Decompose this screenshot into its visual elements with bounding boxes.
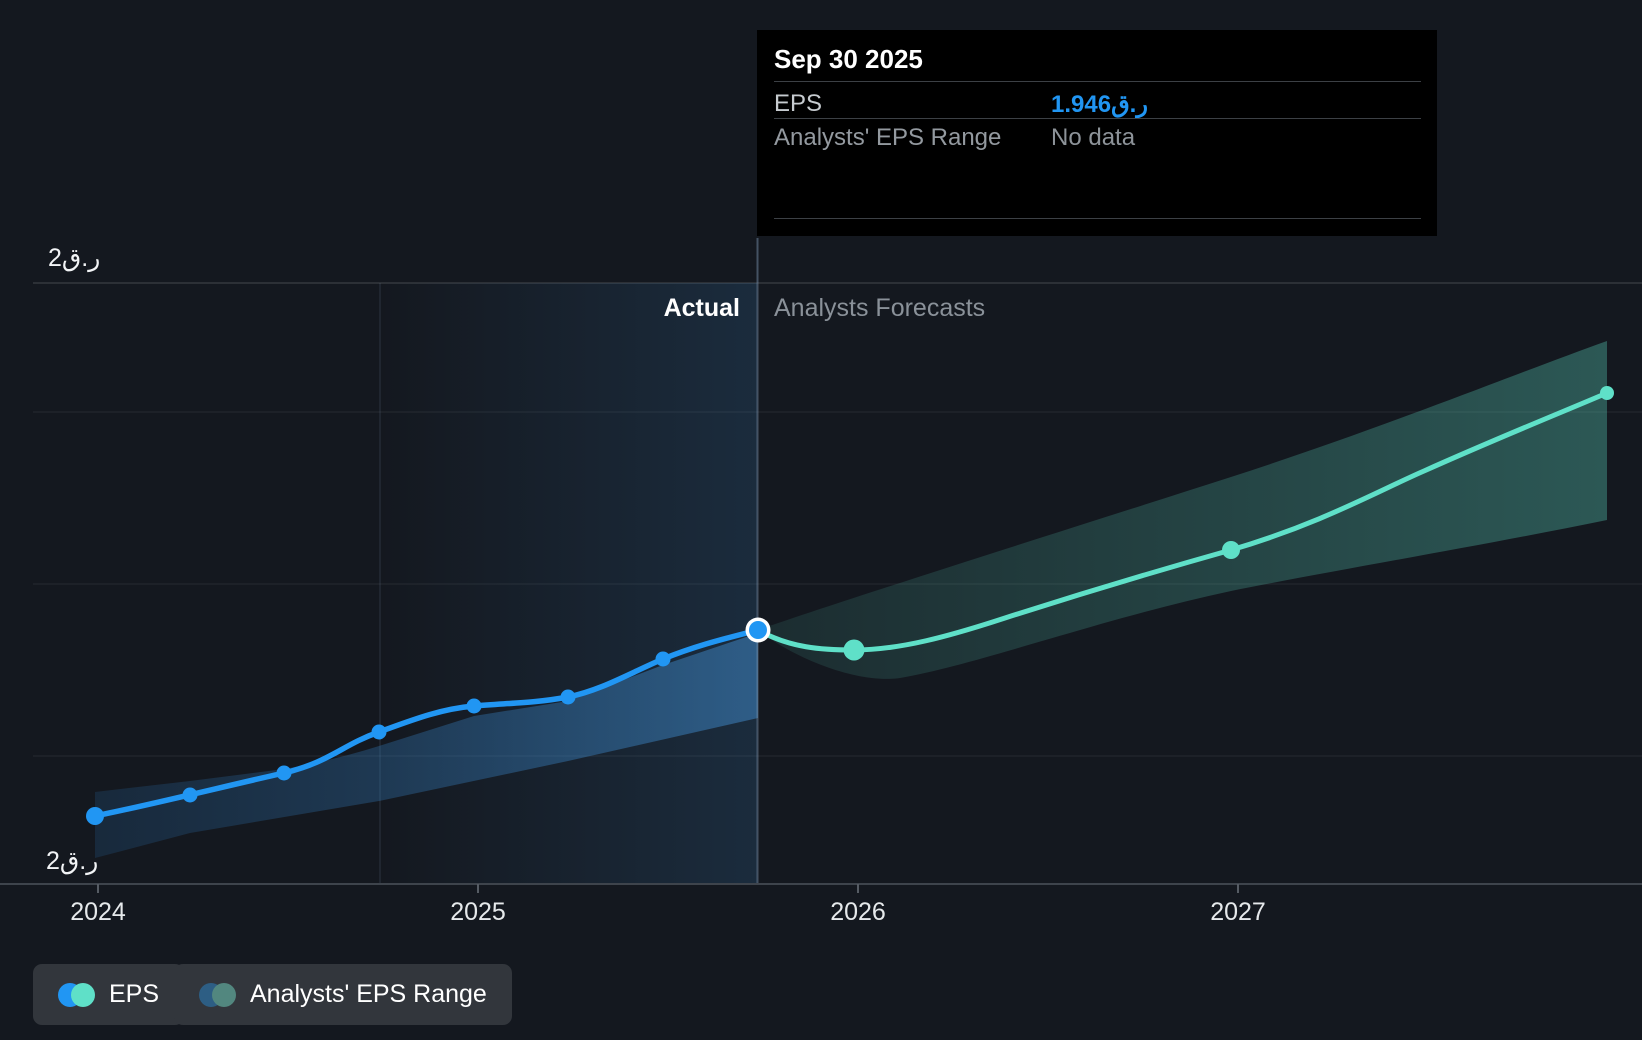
eps-legend-icon <box>58 982 95 1007</box>
actual-highlight-band <box>380 283 757 884</box>
x-axis-label-2025: 2025 <box>450 898 506 926</box>
highlighted-data-point[interactable] <box>745 617 771 643</box>
eps-range-legend-icon <box>199 982 236 1007</box>
legend-chip-analysts-eps-range[interactable]: Analysts' EPS Range <box>174 964 512 1025</box>
legend-range-label: Analysts' EPS Range <box>250 980 487 1008</box>
actual-range-area <box>95 633 758 858</box>
actual-zone-label: Actual <box>663 294 740 322</box>
x-axis-label-2026: 2026 <box>830 898 886 926</box>
x-axis <box>0 883 1642 893</box>
y-axis-label-bottom: 2ر.ق <box>46 847 99 875</box>
forecast-data-points <box>843 386 1614 661</box>
legend-chip-eps[interactable]: EPS <box>33 964 185 1025</box>
tooltip-range-value: No data <box>1051 124 1136 151</box>
actual-data-points <box>86 651 671 825</box>
y-axis-label-top: 2ر.ق <box>48 244 101 272</box>
x-axis-label-2027: 2027 <box>1210 898 1266 926</box>
x-axis-label-2024: 2024 <box>70 898 126 926</box>
tooltip-divider <box>774 81 1421 82</box>
forecast-range-area <box>758 341 1607 679</box>
tooltip-divider <box>774 218 1421 219</box>
tooltip-date: Sep 30 2025 <box>774 44 923 74</box>
tooltip-eps-value: 1.946ر.ق <box>1051 91 1148 118</box>
tooltip-range-label: Analysts' EPS Range <box>774 124 1002 151</box>
forecast-zone-label: Analysts Forecasts <box>774 294 986 322</box>
legend-eps-label: EPS <box>109 980 160 1008</box>
chart-tooltip: Sep 30 2025 EPS 1.946ر.ق Analysts' EPS R… <box>757 30 1437 236</box>
tooltip-eps-label: EPS <box>774 90 823 117</box>
tooltip-divider <box>774 118 1421 119</box>
gridlines <box>33 282 1642 757</box>
